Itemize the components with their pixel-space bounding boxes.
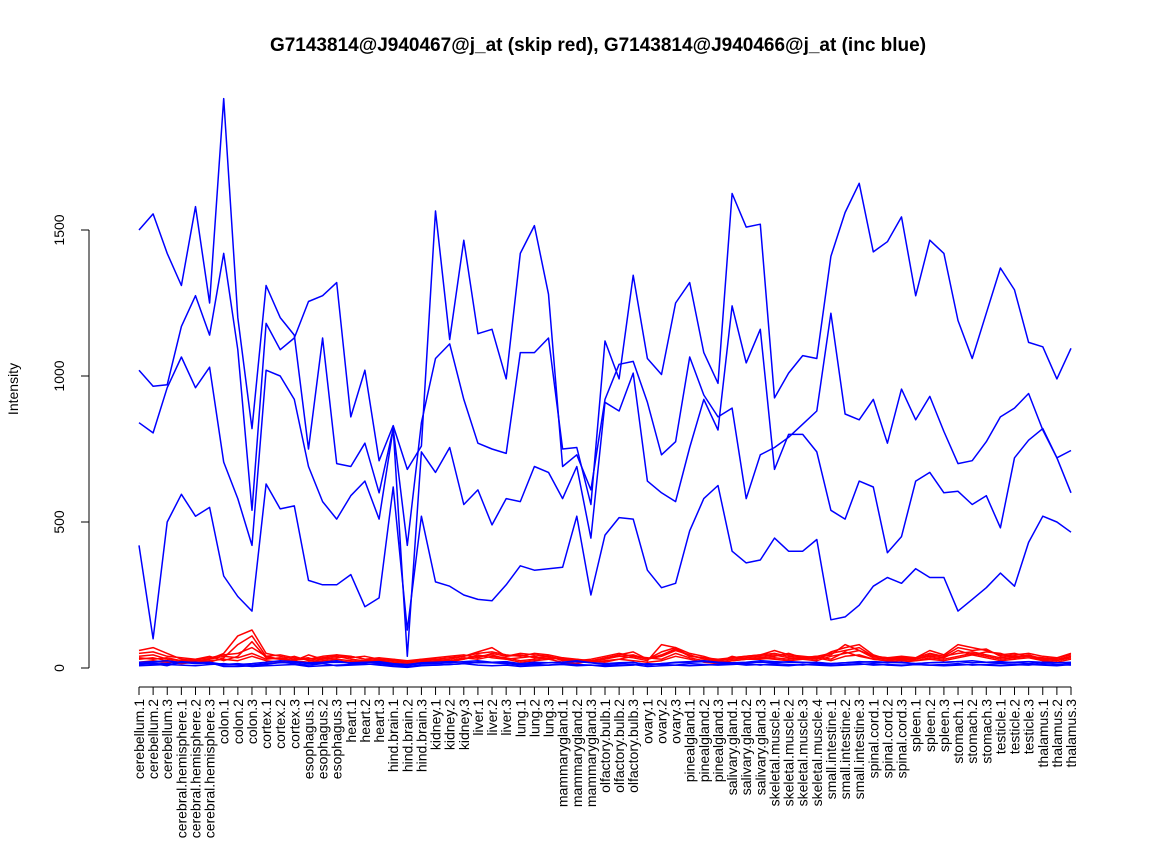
- x-tick-label: skeletal.muscle.4: [809, 699, 825, 807]
- y-tick-label-1500: 1500: [51, 214, 67, 245]
- x-tick-label: spleen.1: [908, 699, 924, 752]
- x-tick-label: olfactory.bulb.3: [625, 699, 641, 793]
- x-tick-label: heart.1: [343, 699, 359, 743]
- x-tick-label: heart.2: [357, 699, 373, 743]
- x-tick-label: hind.brain.1: [385, 699, 401, 772]
- x-tick-label: colon.2: [230, 699, 246, 744]
- x-tick-label: lung.3: [541, 699, 557, 737]
- x-tick-label: spleen.2: [922, 699, 938, 752]
- x-tick-label: spinal.cord.2: [879, 699, 895, 779]
- x-tick-label: liver.1: [470, 699, 486, 736]
- x-tick-label: cerebral.hemisphere.1: [173, 699, 189, 839]
- x-tick-label: small.intestine.3: [851, 699, 867, 800]
- series-line-blue-2: [138, 305, 1072, 658]
- x-tick-label: spinal.cord.3: [894, 699, 910, 779]
- y-axis: 0 500 1000 1500: [51, 214, 90, 672]
- x-tick-label: spleen.3: [936, 699, 952, 752]
- x-tick-label: liver.2: [484, 699, 500, 736]
- series-line-blue-3: [138, 483, 1072, 640]
- x-tick-label: lung.2: [526, 699, 542, 737]
- x-tick-label: salivary.gland.1: [724, 699, 740, 795]
- x-tick-label: liver.3: [498, 699, 514, 736]
- x-tick-label: stomach.3: [978, 699, 994, 764]
- x-tick-label: small.intestine.2: [837, 699, 853, 800]
- x-tick-label: kidney.3: [456, 699, 472, 750]
- y-tick-label-1000: 1000: [51, 360, 67, 391]
- x-tick-label: testicle.1: [992, 699, 1008, 754]
- x-tick-label: kidney.1: [428, 699, 444, 750]
- series-line-blue-1: [138, 210, 1072, 512]
- x-tick-label: pinealgland.1: [682, 699, 698, 783]
- x-tick-label: mammarygland.3: [583, 699, 599, 807]
- x-tick-label: testicle.3: [1021, 699, 1037, 754]
- x-tick-label: colon.3: [244, 699, 260, 744]
- x-tick-label: mammarygland.1: [555, 699, 571, 807]
- x-tick-label: small.intestine.1: [823, 699, 839, 800]
- x-tick-label: salivary.gland.2: [738, 699, 754, 795]
- y-tick-label-0: 0: [51, 664, 67, 672]
- x-tick-label: thalamus.3: [1063, 699, 1079, 768]
- series-line-blue-0: [138, 97, 1072, 547]
- x-tick-label: cortex.3: [286, 699, 302, 749]
- x-tick-label: salivary.gland.3: [752, 699, 768, 795]
- x-tick-label: hind.brain.3: [413, 699, 429, 772]
- x-tick-label: thalamus.2: [1049, 699, 1065, 768]
- y-axis-label: Intensity: [5, 363, 21, 415]
- series-line-red-13: [138, 646, 1072, 663]
- x-tick-label: colon.1: [216, 699, 232, 744]
- series-line-red-12: [138, 654, 1072, 666]
- x-tick-label: heart.3: [371, 699, 387, 743]
- x-tick-label: pinealgland.2: [696, 699, 712, 783]
- x-tick-label: ovary.1: [639, 699, 655, 744]
- x-tick-label: hind.brain.2: [399, 699, 415, 772]
- x-tick-label: thalamus.1: [1035, 699, 1051, 768]
- x-tick-label: ovary.2: [653, 699, 669, 744]
- x-tick-label: olfactory.bulb.2: [611, 699, 627, 793]
- series-line-blue-7: [138, 660, 1072, 666]
- x-tick-label: testicle.2: [1007, 699, 1023, 754]
- y-tick-label-500: 500: [51, 510, 67, 534]
- plot-lines: [138, 97, 1072, 669]
- x-axis: cerebellum.1cerebellum.2cerebellum.3cere…: [131, 686, 1079, 839]
- x-tick-label: cortex.2: [272, 699, 288, 749]
- x-tick-label: skeletal.muscle.3: [795, 699, 811, 807]
- x-tick-label: cortex.1: [258, 699, 274, 749]
- series-line-blue-6: [138, 662, 1072, 669]
- x-tick-label: olfactory.bulb.1: [597, 699, 613, 793]
- x-tick-label: lung.1: [512, 699, 528, 737]
- x-tick-label: pinealgland.3: [710, 699, 726, 783]
- x-tick-label: stomach.2: [964, 699, 980, 764]
- chart-title: G7143814@J940467@j_at (skip red), G71438…: [270, 35, 926, 56]
- x-tick-label: esophagus.3: [329, 699, 345, 779]
- x-tick-label: skeletal.muscle.1: [766, 699, 782, 807]
- x-tick-label: cerebellum.1: [131, 699, 147, 779]
- x-tick-label: stomach.1: [950, 699, 966, 764]
- x-tick-label: cerebellum.2: [145, 699, 161, 779]
- x-tick-label: cerebellum.3: [159, 699, 175, 779]
- x-tick-label: kidney.2: [442, 699, 458, 750]
- x-tick-label: mammarygland.2: [569, 699, 585, 807]
- x-tick-label: ovary.3: [668, 699, 684, 744]
- x-tick-label: spinal.cord.1: [865, 699, 881, 779]
- x-tick-label: cerebral.hemisphere.3: [202, 699, 218, 839]
- x-tick-label: cerebral.hemisphere.2: [187, 699, 203, 839]
- x-tick-label: skeletal.muscle.2: [781, 699, 797, 807]
- x-tick-label: esophagus.1: [300, 699, 316, 779]
- x-tick-label: esophagus.2: [315, 699, 331, 779]
